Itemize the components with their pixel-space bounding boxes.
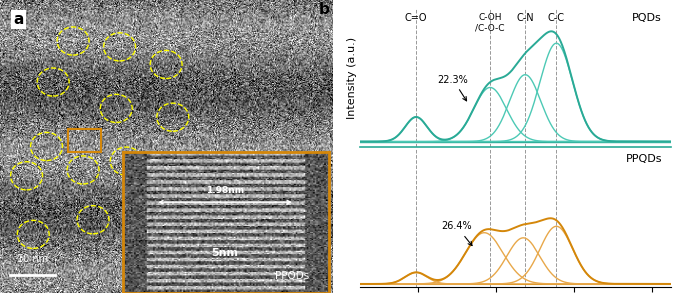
Text: PPQDs: PPQDs [625,154,662,163]
Bar [68,129,101,152]
Text: PPQDs: PPQDs [275,271,310,281]
Text: 26.4%: 26.4% [441,222,472,246]
Text: 10 nm: 10 nm [17,254,48,264]
Text: C-C: C-C [548,13,565,23]
Text: b: b [319,2,330,17]
Text: C-OH
/C-O-C: C-OH /C-O-C [475,13,505,32]
Text: PQDs: PQDs [632,13,662,23]
Text: 22.3%: 22.3% [438,74,469,101]
Y-axis label: Intensity (a.u.): Intensity (a.u.) [347,37,357,119]
Text: a: a [13,12,24,27]
Text: C=O: C=O [405,13,427,23]
Text: C-N: C-N [516,13,534,23]
